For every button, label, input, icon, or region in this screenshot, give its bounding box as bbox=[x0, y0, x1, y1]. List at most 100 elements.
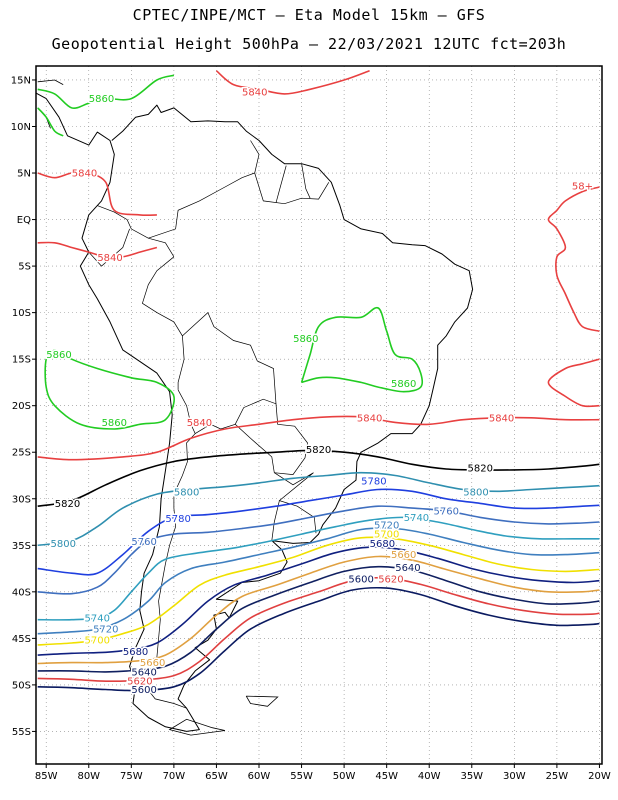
contour-line-5860 bbox=[37, 107, 64, 137]
contour-label: 5820 bbox=[306, 445, 331, 456]
contour-line-5840 bbox=[37, 171, 157, 217]
contour-label: 58+ bbox=[572, 182, 593, 193]
lat-tick-label: 40S bbox=[12, 587, 31, 598]
contour-line-5680 bbox=[37, 546, 600, 656]
contour-line-5860 bbox=[37, 74, 175, 109]
lat-tick-label: EQ bbox=[17, 215, 31, 226]
contour-line-5780 bbox=[37, 488, 600, 576]
contour-line-5640 bbox=[37, 565, 600, 673]
contour-layer bbox=[37, 69, 600, 692]
island-outline bbox=[37, 79, 64, 85]
country-border bbox=[148, 140, 260, 239]
lon-tick-label: 75W bbox=[120, 771, 143, 782]
contour-line-5700 bbox=[37, 536, 600, 646]
contour-label: 5620 bbox=[127, 677, 152, 688]
lat-tick-label: 10N bbox=[11, 122, 31, 133]
lat-tick-label: 50S bbox=[12, 680, 31, 691]
contour-line-5840 bbox=[215, 69, 370, 95]
contour-line-5740 bbox=[37, 516, 600, 621]
contour-label: 5860 bbox=[102, 418, 127, 429]
country-border bbox=[271, 500, 280, 541]
contour-label: 5780 bbox=[361, 477, 386, 488]
contour-line-5820 bbox=[37, 449, 600, 507]
lon-tick-label: 40W bbox=[418, 771, 441, 782]
contour-label: 5680 bbox=[370, 539, 395, 550]
lon-tick-label: 85W bbox=[35, 771, 58, 782]
island-outline bbox=[245, 695, 279, 707]
contour-label: 5860 bbox=[391, 379, 416, 390]
lat-tick-label: 45S bbox=[12, 634, 31, 645]
coastline bbox=[36, 92, 474, 732]
contour-line-5800 bbox=[37, 471, 600, 547]
contour-label: 5740 bbox=[85, 613, 110, 624]
contour-label: 5660 bbox=[140, 658, 165, 669]
lat-tick-label: 25S bbox=[12, 448, 31, 459]
country-border bbox=[301, 163, 311, 199]
map-frame bbox=[35, 65, 603, 765]
lon-tick-label: 25W bbox=[546, 771, 569, 782]
contour-label: 5860 bbox=[293, 334, 318, 345]
contour-label: 5700 bbox=[374, 530, 399, 541]
lat-tick-label: 15N bbox=[11, 75, 31, 86]
island-outline bbox=[168, 718, 226, 736]
contour-label: 5780 bbox=[165, 514, 190, 525]
lon-tick-label: 70W bbox=[163, 771, 186, 782]
country-border bbox=[182, 312, 277, 434]
contour-line-5840 bbox=[547, 186, 600, 332]
contour-label: 5840 bbox=[72, 169, 97, 180]
longitude-tick-labels: 85W 80W 75W 70W 65W 60W 55W 50W 45W 40W 35W 30W 25W 2… bbox=[35, 771, 611, 782]
contour-label: 5820 bbox=[468, 464, 493, 475]
contour-label: 5720 bbox=[374, 520, 399, 531]
country-border bbox=[234, 403, 308, 475]
country-border bbox=[141, 256, 185, 390]
contour-label: 5840 bbox=[357, 413, 382, 424]
contour-label: 5720 bbox=[93, 625, 118, 636]
contour-line-5860 bbox=[44, 349, 175, 430]
contour-label: 5800 bbox=[174, 488, 199, 499]
map-frame-background bbox=[36, 66, 602, 764]
island-outline bbox=[140, 35, 187, 52]
contour-label: 5800 bbox=[463, 488, 488, 499]
contour-label: 5840 bbox=[187, 418, 212, 429]
contour-label: 5760 bbox=[131, 537, 156, 548]
lat-tick-label: 15S bbox=[12, 355, 31, 366]
contour-line-5860 bbox=[300, 306, 424, 393]
map-title-line1: CPTEC/INPE/MCT – Eta Model 15km – GFS bbox=[132, 6, 486, 24]
lon-tick-label: 80W bbox=[77, 771, 100, 782]
lat-tick-label: 55S bbox=[12, 727, 31, 738]
contour-label: 5860 bbox=[46, 350, 71, 361]
contour-label: 5860 bbox=[89, 94, 114, 105]
contour-line-5660 bbox=[37, 555, 600, 665]
contour-label: 5840 bbox=[242, 88, 267, 99]
contour-line-5840 bbox=[37, 415, 600, 461]
lon-tick-label: 50W bbox=[333, 771, 356, 782]
country-border bbox=[254, 172, 330, 205]
map-title-line2: Geopotential Height 500hPa – 22/03/2021 … bbox=[51, 35, 567, 53]
contour-label: 5620 bbox=[378, 574, 403, 585]
contour-label: 5680 bbox=[123, 647, 148, 658]
contour-line-5720 bbox=[37, 527, 600, 635]
lat-tick-label: 10S bbox=[12, 308, 31, 319]
contour-label: 5760 bbox=[434, 506, 459, 517]
contour-label: 5640 bbox=[395, 563, 420, 574]
lon-tick-label: 65W bbox=[205, 771, 228, 782]
lat-tick-label: 30S bbox=[12, 494, 31, 505]
country-border bbox=[97, 205, 175, 257]
country-border bbox=[275, 165, 287, 203]
contour-label: 5600 bbox=[131, 685, 156, 696]
contour-label: 5840 bbox=[489, 413, 514, 424]
contour-label: 5660 bbox=[391, 550, 416, 561]
contour-line-5840 bbox=[547, 358, 600, 408]
contour-line-5600 bbox=[37, 586, 600, 692]
island-outline bbox=[198, 48, 212, 53]
lat-tick-label: 5S bbox=[18, 262, 31, 273]
lat-tick-label: 5N bbox=[17, 169, 31, 180]
contour-line-5620 bbox=[37, 576, 600, 683]
contour-label: 5820 bbox=[55, 499, 80, 510]
gridlines bbox=[32, 66, 602, 768]
lon-tick-label: 60W bbox=[248, 771, 271, 782]
contour-line-5760 bbox=[37, 505, 600, 595]
latitude-tick-labels: 15N 10N 5N EQ 5S 10S 15S 20S 25S 30S 35S 40S 45S 50S 5… bbox=[11, 75, 31, 737]
lon-tick-label: 35W bbox=[460, 771, 483, 782]
